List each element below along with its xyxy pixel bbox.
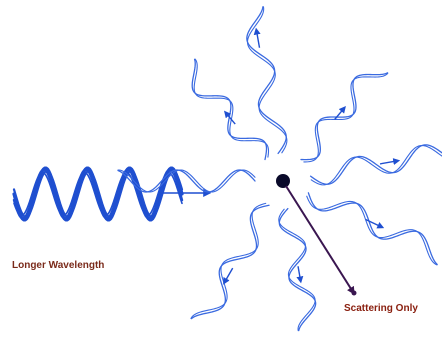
scattered-wave-shadow [193, 58, 270, 158]
scattered-wave-arrow [296, 266, 304, 284]
incoming-wave [12, 166, 184, 222]
scattered-wave-arrow [253, 27, 261, 48]
scattered-wave-shadow [246, 6, 288, 154]
incoming-wave-stroke [12, 168, 184, 220]
scattering-pointer-line [285, 185, 355, 295]
scattered-wave-shadow [306, 195, 438, 266]
scattered-wave [117, 169, 256, 193]
scattering-pointer-dot [351, 290, 357, 296]
scattered-wave-shadow [310, 144, 442, 186]
scattered-wave [307, 192, 438, 266]
scattering-label: Scattering Only [344, 303, 418, 314]
scattered-wave-shadow [190, 202, 267, 319]
scattered-wave [278, 207, 317, 332]
scattered-wave-arrow [365, 218, 385, 229]
scattered-wave [191, 58, 268, 161]
incoming-wave-stroke [12, 170, 184, 218]
scattered-wave [190, 204, 270, 320]
scattered-wave-arrow [379, 158, 401, 165]
scattered-wave-shadow [278, 208, 316, 332]
scattered-wave [246, 6, 287, 155]
scattering-particle-dot [276, 174, 290, 188]
scattered-waves [117, 6, 442, 332]
incoming-wave-label: Longer Wavelength [12, 260, 104, 271]
scattered-wave [300, 72, 389, 161]
scattered-wave-arrow [223, 267, 234, 285]
scattered-wave-arrow [334, 106, 346, 120]
scattered-wave-shadow [117, 169, 256, 193]
incoming-wave-stroke [13, 171, 183, 217]
scattered-wave-arrow [223, 110, 236, 125]
scattered-wave [309, 144, 442, 185]
scattered-wave-shadow [303, 72, 389, 163]
